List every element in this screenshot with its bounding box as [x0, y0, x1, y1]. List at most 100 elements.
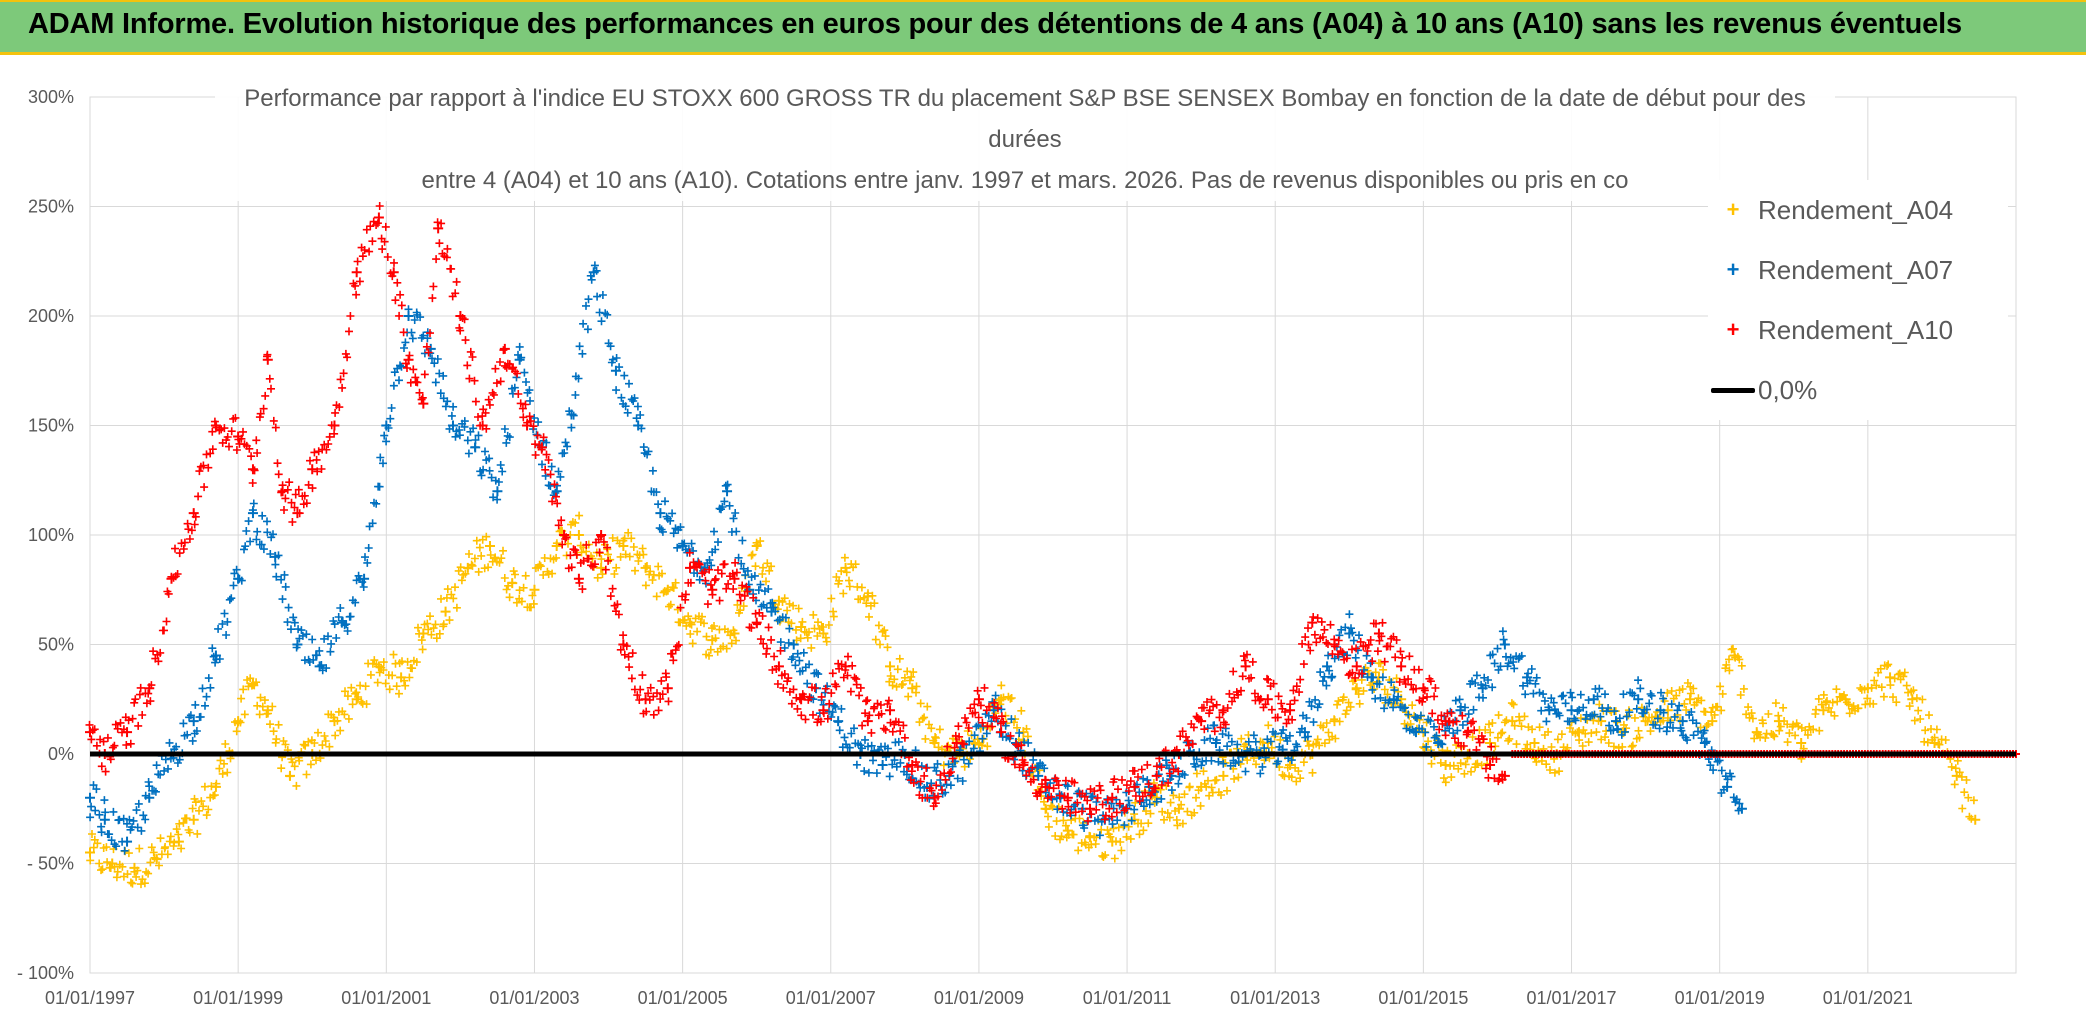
x-tick-label: 01/01/2007 — [786, 988, 876, 1008]
page-title: ADAM Informe. Evolution historique des p… — [28, 8, 1962, 40]
axes: - 100% - 50% 0% 50% 100% 150% 200% 250% 300% 01/0… — [17, 87, 1913, 1008]
y-tick-label: 200% — [28, 306, 74, 326]
data-point — [996, 727, 1007, 738]
data-point — [1151, 770, 1162, 781]
data-point — [381, 420, 392, 431]
data-point — [1062, 825, 1073, 836]
data-point — [1796, 738, 1807, 749]
data-point — [1885, 672, 1896, 683]
data-point — [877, 759, 888, 770]
data-point — [1677, 716, 1688, 727]
data-point — [1033, 770, 1044, 781]
data-point — [1218, 770, 1229, 781]
data-point — [1307, 617, 1318, 628]
data-point — [455, 311, 466, 321]
data-point — [485, 540, 496, 551]
legend-marker-a10: + — [1726, 317, 1740, 342]
chart-title-line-2: durées — [988, 126, 1062, 153]
chart-title-line-3: entre 4 (A04) et 10 ans (A10). Cotations… — [421, 167, 1629, 194]
data-point — [573, 530, 584, 540]
series-Rendement_A10 — [85, 202, 1510, 825]
data-point — [788, 639, 799, 650]
header-banner: ADAM Informe. Evolution historique des p… — [0, 0, 2086, 52]
x-tick-label: 01/01/1997 — [45, 988, 135, 1008]
data-point — [840, 562, 851, 573]
y-tick-label: 100% — [28, 525, 74, 545]
data-point — [1396, 661, 1407, 672]
legend-label-zero: 0,0% — [1758, 374, 1818, 405]
data-point — [247, 464, 258, 475]
x-tick-label: 01/01/2021 — [1823, 988, 1913, 1008]
chart-title-line-1: Performance par rapport à l'indice EU ST… — [244, 85, 1806, 112]
data-point — [596, 562, 607, 573]
data-point — [188, 716, 199, 727]
x-tick-label: 01/01/2013 — [1230, 988, 1320, 1008]
data-point — [1907, 694, 1918, 705]
legend-item-a07: + Rendement_A07 — [1708, 250, 1954, 290]
series-Rendement_A04 — [85, 511, 1981, 889]
data-point — [1418, 683, 1429, 694]
y-tick-label: 150% — [28, 416, 74, 436]
legend-item-a10: + Rendement_A10 — [1708, 310, 1954, 350]
data-point — [996, 694, 1007, 705]
x-tick-label: 01/01/2005 — [638, 988, 728, 1008]
legend-label-a07: Rendement_A07 — [1758, 254, 1954, 285]
header-rule — [0, 52, 2086, 55]
data-point — [1351, 683, 1362, 694]
data-point — [729, 573, 740, 584]
data-point — [1107, 792, 1118, 803]
legend-label-a04: Rendement_A04 — [1758, 194, 1954, 225]
data-point — [188, 814, 199, 825]
y-tick-label: - 50% — [27, 854, 74, 874]
x-tick-label: 01/01/1999 — [193, 988, 283, 1008]
data-point — [1699, 738, 1710, 749]
y-tick-label: 300% — [28, 87, 74, 107]
data-point — [373, 212, 384, 223]
data-point — [1085, 803, 1096, 814]
x-tick-label: 01/01/2015 — [1378, 988, 1468, 1008]
legend-marker-a04: + — [1726, 197, 1740, 222]
data-points-dense — [85, 202, 1507, 825]
data-point — [529, 584, 540, 595]
data-point — [99, 814, 110, 825]
data-points-dense — [86, 511, 1978, 889]
legend-marker-a07: + — [1726, 257, 1740, 282]
y-tick-label: 250% — [28, 197, 74, 217]
data-point — [1685, 694, 1696, 705]
data-point — [492, 486, 503, 497]
x-tick-label: 01/01/2017 — [1526, 988, 1616, 1008]
data-point — [1322, 661, 1333, 672]
x-tick-label: 01/01/2009 — [934, 988, 1024, 1008]
data-point — [973, 694, 984, 705]
data-point — [1440, 759, 1451, 770]
data-point — [351, 267, 362, 278]
y-tick-label: - 100% — [17, 963, 74, 983]
series-Rendement_A07 — [85, 261, 1747, 855]
data-point — [885, 661, 896, 672]
data-point — [907, 683, 918, 694]
legend-item-a04: + Rendement_A04 — [1708, 190, 1954, 230]
x-tick-label: 01/01/2019 — [1675, 988, 1765, 1008]
x-tick-label: 01/01/2001 — [341, 988, 431, 1008]
data-point — [862, 716, 873, 727]
data-point — [655, 508, 666, 519]
data-point — [640, 562, 651, 573]
y-tick-label: 50% — [38, 635, 74, 655]
data-point — [1351, 661, 1362, 672]
y-tick-label: 0% — [48, 744, 74, 764]
data-points — [85, 202, 2020, 889]
x-tick-label: 01/01/2011 — [1083, 988, 1172, 1008]
data-point — [85, 792, 95, 803]
data-point — [1818, 705, 1829, 716]
legend-item-zero: 0,0% — [1708, 370, 1817, 410]
chart-title: Performance par rapport à l'indice EU ST… — [215, 78, 1835, 201]
data-point — [885, 705, 896, 716]
data-point — [796, 621, 807, 632]
data-point — [662, 683, 673, 694]
chart-legend: + Rendement_A04 + Rendement_A07 + Rendem… — [1708, 180, 2008, 420]
data-point — [1129, 781, 1140, 792]
data-points-dense — [86, 261, 1744, 855]
data-point — [1529, 738, 1540, 749]
legend-label-a10: Rendement_A10 — [1758, 314, 1954, 345]
data-point — [1499, 639, 1510, 650]
